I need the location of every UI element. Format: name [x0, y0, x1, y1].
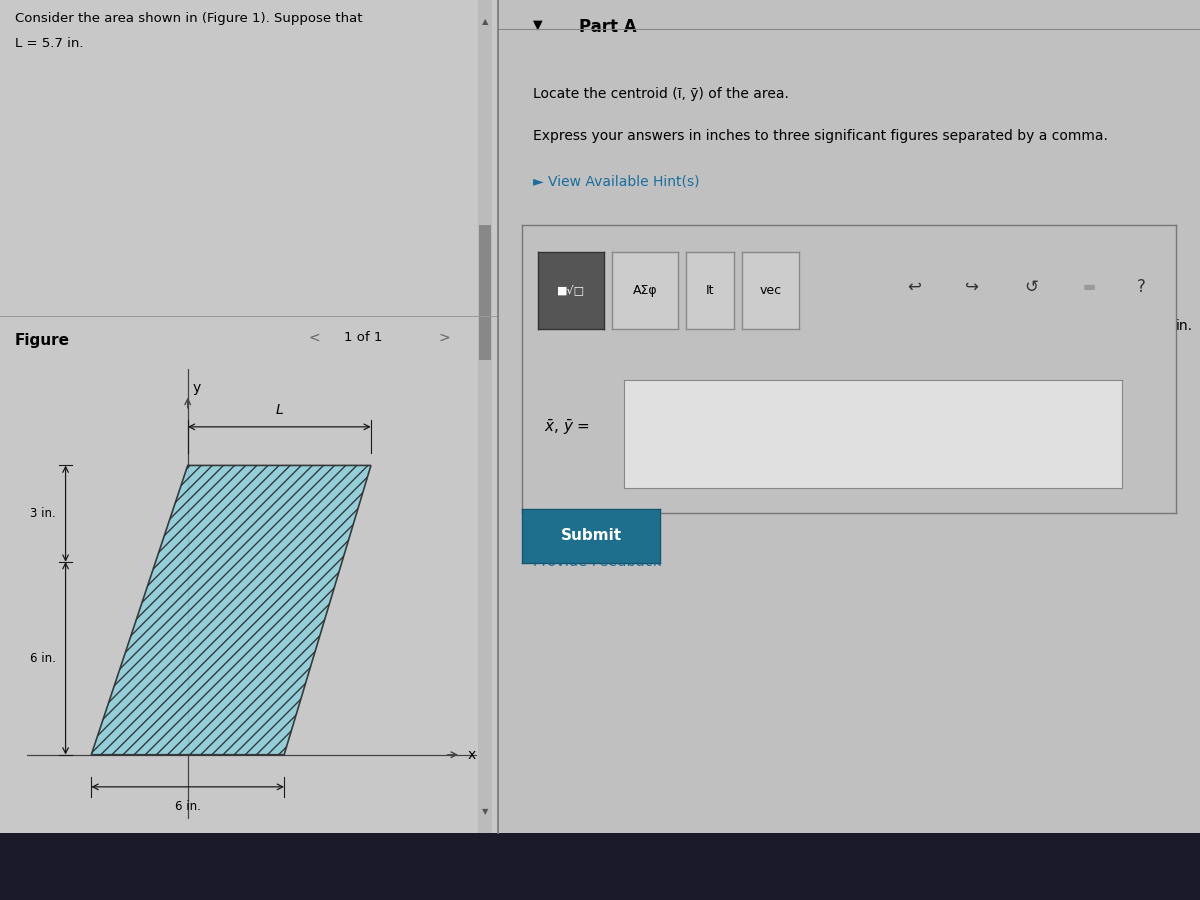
Text: Express your answers in inches to three significant figures separated by a comma: Express your answers in inches to three … — [533, 129, 1108, 143]
Text: x: x — [467, 748, 475, 761]
Text: ▼: ▼ — [533, 18, 542, 32]
Text: Consider the area shown in (Figure 1). Suppose that: Consider the area shown in (Figure 1). S… — [14, 13, 362, 25]
Text: L: L — [276, 403, 283, 418]
Text: ↪: ↪ — [966, 277, 979, 295]
Text: Provide Feedback: Provide Feedback — [533, 554, 661, 569]
Text: Part A: Part A — [578, 18, 636, 36]
Text: ▬: ▬ — [1082, 280, 1096, 293]
Text: 1 of 1: 1 of 1 — [343, 330, 382, 344]
Text: ▼: ▼ — [481, 806, 488, 815]
Text: L = 5.7 in.: L = 5.7 in. — [14, 38, 84, 50]
Text: $\bar{x}$, $\bar{y}$ =: $\bar{x}$, $\bar{y}$ = — [544, 418, 590, 437]
Text: ▲: ▲ — [481, 16, 488, 25]
Text: It: It — [706, 284, 715, 297]
Text: ► View Available Hint(s): ► View Available Hint(s) — [533, 175, 700, 189]
Text: Figure: Figure — [14, 333, 70, 348]
Text: Locate the centroid (ī, ȳ) of the area.: Locate the centroid (ī, ȳ) of the area. — [533, 87, 788, 102]
Text: vec: vec — [760, 284, 781, 297]
Text: ■√□: ■√□ — [557, 285, 584, 295]
Text: in.: in. — [1176, 320, 1193, 333]
Text: ?: ? — [1136, 277, 1146, 295]
Polygon shape — [91, 465, 371, 755]
Text: 3 in.: 3 in. — [30, 507, 56, 520]
Text: ↩: ↩ — [907, 277, 920, 295]
Text: >: > — [438, 330, 450, 345]
Text: ↺: ↺ — [1024, 277, 1038, 295]
Text: 6 in.: 6 in. — [30, 652, 56, 665]
Text: ΑΣφ: ΑΣφ — [632, 284, 658, 297]
Text: 6 in.: 6 in. — [175, 800, 200, 813]
Text: <: < — [308, 330, 320, 345]
Text: Submit: Submit — [560, 528, 622, 543]
Text: y: y — [192, 382, 200, 395]
